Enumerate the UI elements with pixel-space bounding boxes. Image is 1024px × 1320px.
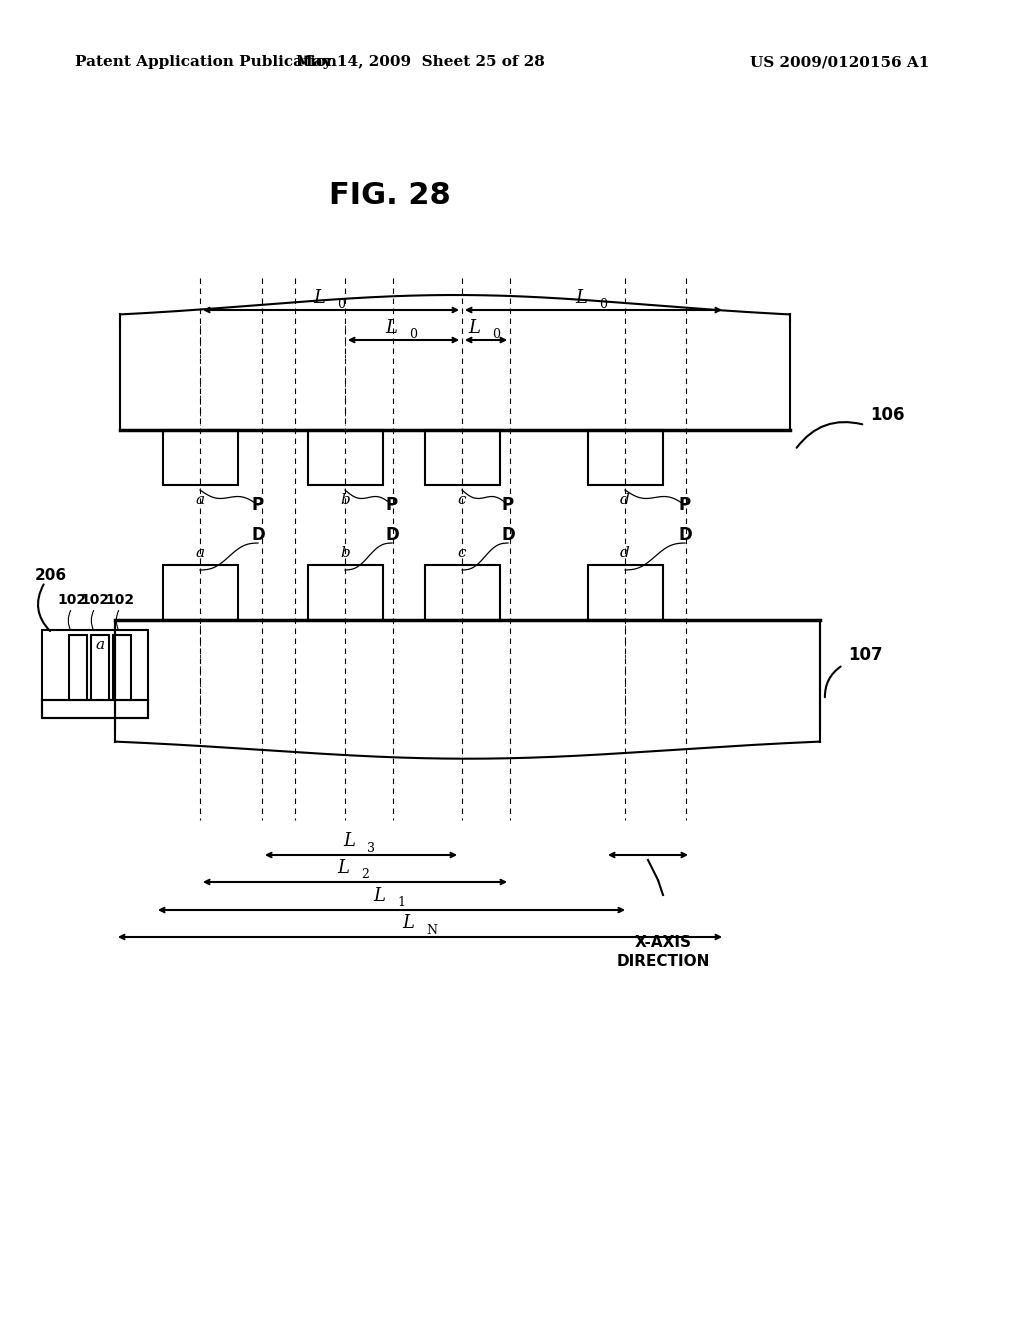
Text: N: N <box>426 924 437 936</box>
Bar <box>91 635 109 710</box>
Text: FIG. 28: FIG. 28 <box>329 181 451 210</box>
Text: 0: 0 <box>599 298 607 312</box>
Text: 106: 106 <box>870 407 904 424</box>
Text: 102: 102 <box>81 593 110 607</box>
Text: 2: 2 <box>361 869 369 882</box>
Bar <box>42 700 148 718</box>
Text: P: P <box>252 496 264 513</box>
Text: a: a <box>95 638 104 652</box>
Text: L: L <box>313 289 325 308</box>
Text: May 14, 2009  Sheet 25 of 28: May 14, 2009 Sheet 25 of 28 <box>296 55 545 69</box>
Bar <box>307 565 383 620</box>
Text: c: c <box>458 546 466 560</box>
Text: US 2009/0120156 A1: US 2009/0120156 A1 <box>750 55 930 69</box>
Text: P: P <box>386 496 398 513</box>
Bar <box>588 430 663 484</box>
Text: 1: 1 <box>397 896 406 909</box>
Text: 102: 102 <box>57 593 87 607</box>
Bar <box>588 565 663 620</box>
Text: Patent Application Publication: Patent Application Publication <box>75 55 337 69</box>
Text: 102: 102 <box>105 593 134 607</box>
Text: b: b <box>340 492 350 507</box>
Text: 206: 206 <box>35 568 68 582</box>
Text: a: a <box>196 546 205 560</box>
Text: a: a <box>196 492 205 507</box>
Text: D: D <box>501 525 515 544</box>
Text: D: D <box>385 525 399 544</box>
Bar <box>113 635 131 710</box>
Text: L: L <box>468 319 480 337</box>
Bar <box>425 565 500 620</box>
Text: c: c <box>458 492 466 507</box>
Text: 0: 0 <box>410 329 418 342</box>
Bar <box>425 430 500 484</box>
Bar <box>307 430 383 484</box>
Text: b: b <box>340 546 350 560</box>
Text: 0: 0 <box>492 329 500 342</box>
Text: L: L <box>402 913 414 932</box>
Text: d: d <box>621 546 630 560</box>
Text: 107: 107 <box>848 645 883 664</box>
Text: L: L <box>337 859 349 876</box>
Text: P: P <box>679 496 691 513</box>
Text: L: L <box>343 832 355 850</box>
Text: 3: 3 <box>367 842 375 854</box>
Bar <box>163 430 238 484</box>
Text: L: L <box>385 319 397 337</box>
Bar <box>42 630 148 718</box>
Bar <box>163 565 238 620</box>
Text: X-AXIS
DIRECTION: X-AXIS DIRECTION <box>616 935 710 969</box>
Text: d: d <box>621 492 630 507</box>
Text: 0: 0 <box>337 298 345 312</box>
Text: P: P <box>502 496 514 513</box>
Bar <box>69 635 87 710</box>
Text: L: L <box>575 289 588 308</box>
Text: D: D <box>251 525 265 544</box>
Text: D: D <box>678 525 692 544</box>
Text: L: L <box>374 887 385 906</box>
